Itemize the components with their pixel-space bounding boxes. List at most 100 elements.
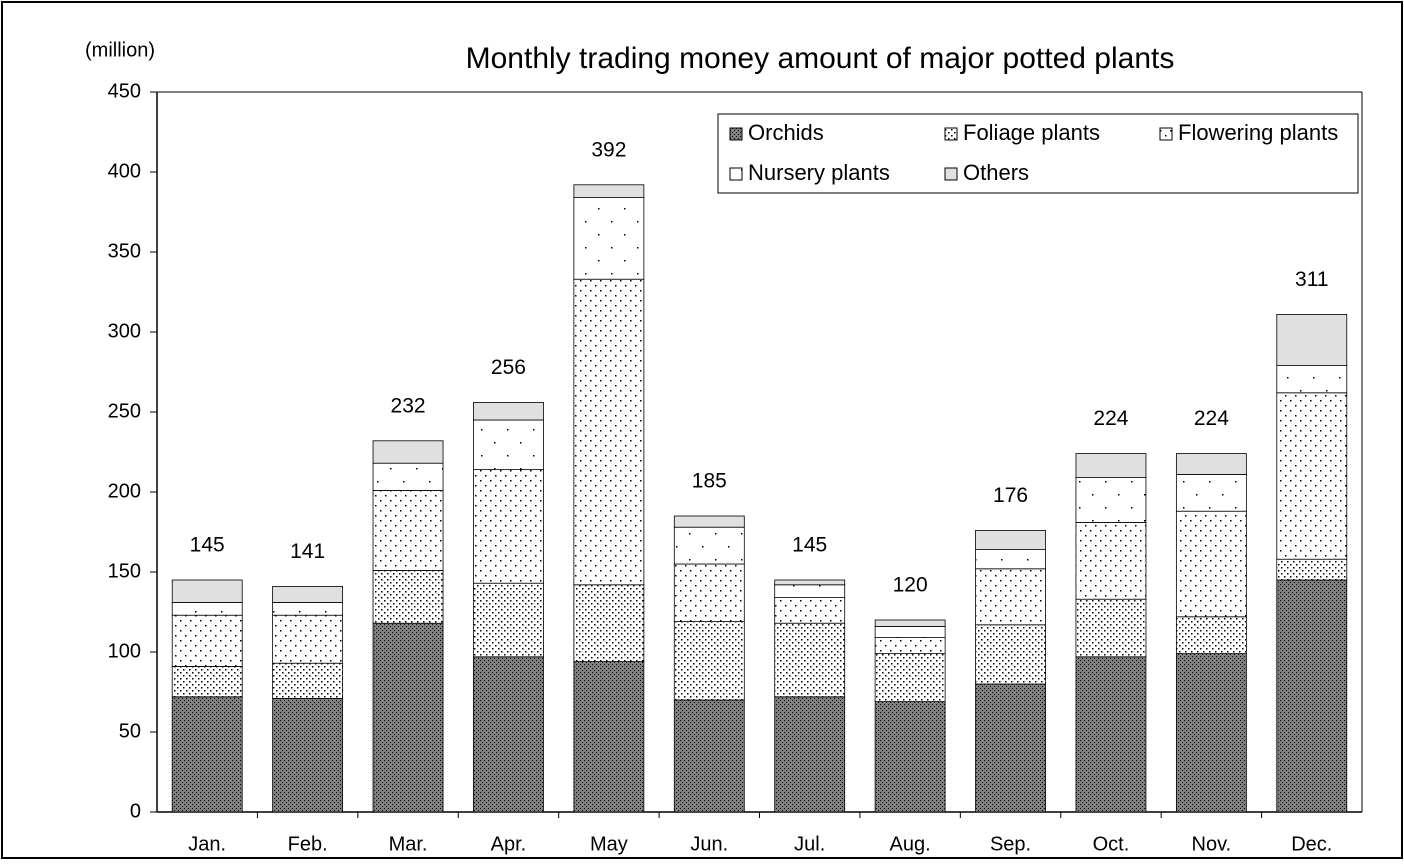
bar-segment (1075, 477, 1147, 523)
bar-segment (272, 614, 344, 664)
total-label: 145 (792, 534, 827, 557)
total-label: 392 (591, 138, 626, 161)
bar-segment (1075, 598, 1147, 658)
bar-segment (874, 619, 946, 627)
bar-segment (774, 579, 846, 586)
legend-swatch (1159, 127, 1173, 141)
bar-segment (1276, 558, 1348, 581)
bar-segment (372, 489, 444, 571)
x-tick-label: Feb. (288, 833, 328, 855)
bar-segment (473, 419, 544, 470)
x-tick-label: Dec. (1291, 833, 1332, 855)
y-tick-label: 0 (130, 800, 141, 822)
legend-swatch (944, 127, 958, 141)
bar-segment (171, 666, 243, 698)
x-tick-label: Jan. (188, 833, 226, 855)
y-tick-label: 350 (108, 240, 141, 262)
y-tick-label: 50 (119, 720, 141, 742)
total-label: 224 (1093, 407, 1128, 430)
chart-title: Monthly trading money amount of major po… (466, 42, 1175, 75)
bar-segment (372, 462, 444, 491)
bar-segment (171, 602, 243, 616)
legend-label: Nursery plants (748, 160, 890, 185)
bar-segment (1175, 453, 1247, 475)
total-label: 185 (692, 470, 727, 493)
bar-segment (975, 568, 1046, 626)
legend-label: Flowering plants (1178, 120, 1338, 145)
bar-segment (673, 563, 745, 622)
bar-segment (1175, 616, 1247, 654)
y-tick-label: 300 (108, 320, 141, 342)
total-label: 145 (190, 534, 225, 557)
bar-segment (573, 278, 645, 586)
bar-segment (473, 656, 544, 813)
total-label: 120 (893, 574, 928, 597)
bar-segment (1075, 453, 1147, 479)
bar-segment (272, 602, 344, 616)
bar-segment (874, 701, 946, 813)
bar-segment (573, 661, 645, 813)
bar-segment (673, 515, 745, 528)
bar-segment (673, 526, 745, 565)
y-tick-label: 200 (108, 480, 141, 502)
total-label: 256 (491, 356, 526, 379)
bar-segment (372, 440, 444, 464)
bar-segment (774, 696, 846, 813)
bar-segment (473, 401, 544, 421)
bar-segment (372, 622, 444, 813)
bar-segment (1276, 365, 1348, 394)
bar-segment (272, 662, 344, 699)
bar-segment (874, 637, 946, 654)
x-tick-label: Mar. (389, 833, 428, 855)
bar-segment (171, 579, 243, 603)
bar-segment (372, 570, 444, 624)
legend-swatch (729, 167, 743, 181)
y-tick-label: 450 (108, 80, 141, 102)
bar-segment (975, 549, 1046, 570)
y-tick-label: 250 (108, 400, 141, 422)
bar-segment (473, 582, 544, 658)
bar-segment (1276, 313, 1348, 366)
total-label: 232 (391, 394, 426, 417)
bar-segment (1075, 656, 1147, 813)
bar-segment (473, 469, 544, 584)
x-tick-label: Jun. (690, 833, 728, 855)
bar-segment (573, 197, 645, 280)
total-label: 176 (993, 484, 1028, 507)
total-label: 141 (290, 540, 325, 563)
bar-segment (975, 683, 1046, 813)
x-tick-label: Aug. (890, 833, 931, 855)
bar-segment (171, 696, 243, 813)
bar-segment (673, 699, 745, 813)
total-label: 224 (1194, 407, 1229, 430)
bar-segment (573, 584, 645, 662)
x-tick-label: Jul. (794, 833, 825, 855)
bar-segment (1276, 392, 1348, 560)
legend-label: Foliage plants (963, 120, 1100, 145)
bar-segment (1175, 653, 1247, 813)
bar-segment (272, 698, 344, 813)
y-tick-label: 100 (108, 640, 141, 662)
x-tick-label: Apr. (491, 833, 527, 855)
x-tick-label: Oct. (1093, 833, 1130, 855)
bar-segment (272, 586, 344, 603)
legend-swatch (729, 127, 743, 141)
bar-segment (1175, 473, 1247, 512)
legend-label: Orchids (748, 120, 824, 145)
y-tick-label: 400 (108, 160, 141, 182)
bar-segment (573, 184, 645, 199)
x-tick-label: May (590, 833, 628, 855)
y-tick-label: 150 (108, 560, 141, 582)
bar-segment (774, 584, 846, 598)
bar-segment (1075, 522, 1147, 600)
legend-label: Others (963, 160, 1029, 185)
bar-segment (673, 621, 745, 701)
bar-segment (1276, 579, 1348, 813)
x-tick-label: Sep. (990, 833, 1031, 855)
legend-swatch (944, 167, 958, 181)
bar-segment (171, 614, 243, 667)
bar-segment (774, 597, 846, 624)
bar-segment (975, 530, 1046, 551)
bar-segment (1175, 510, 1247, 618)
